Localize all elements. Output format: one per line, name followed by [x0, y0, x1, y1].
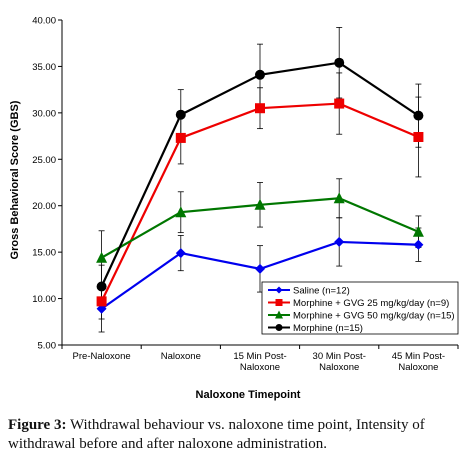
- x-tick-label-line: 15 Min Post-: [233, 351, 286, 362]
- series-1-point: [175, 248, 186, 259]
- legend-item-3-marker: [275, 310, 283, 319]
- x-tick-label-line: Naloxone: [240, 362, 280, 373]
- legend-box: [261, 281, 459, 335]
- y-tick-label: 20.00: [32, 201, 56, 212]
- legend-item-3-label: Morphine + GVG 50 mg/kg/day (n=15): [293, 310, 455, 321]
- x-tick-label-line: Naloxone: [398, 362, 438, 373]
- y-axis-title: Gross Behavioral Score (GBS): [9, 100, 21, 259]
- series-2-point: [413, 132, 424, 142]
- legend-item-1-label: Saline (n=12): [293, 285, 350, 296]
- x-tick-label-line: Pre-Naloxone: [73, 351, 131, 362]
- chart: 5.00 10.00 15.00 20.00 25.00 30.00 35.00 40.00 P…: [9, 16, 459, 401]
- caption-label: Figure 3:: [8, 417, 67, 433]
- series-4-point: [334, 57, 345, 68]
- series-4-point: [96, 281, 107, 292]
- series-3-point: [333, 192, 345, 204]
- x-tick-label: Pre-Naloxone: [73, 351, 131, 362]
- series-2-point: [175, 132, 186, 143]
- x-tick-label-line: Naloxone: [161, 351, 201, 362]
- series-2-point: [255, 103, 265, 114]
- y-tick-label: 30.00: [32, 108, 56, 119]
- y-tick-label: 25.00: [32, 155, 56, 166]
- series-1-point: [255, 263, 265, 274]
- caption-text: Withdrawal behaviour vs. naloxone time p…: [8, 417, 425, 452]
- legend-item-1-marker: [275, 286, 283, 294]
- series-3-point: [175, 206, 187, 218]
- series-3-point: [96, 251, 108, 263]
- x-tick-label: 15 Min Post-Naloxone: [233, 351, 286, 373]
- legend-item-4-marker: [275, 324, 283, 331]
- y-tick-label: 5.00: [38, 341, 57, 352]
- y-tick-label: 10.00: [32, 294, 56, 305]
- series-2-point: [96, 296, 107, 307]
- x-tick-label-line: Naloxone: [319, 362, 359, 373]
- series-4-point: [255, 69, 265, 80]
- x-tick-label-line: 30 Min Post-: [313, 351, 366, 362]
- series-4-point: [175, 109, 186, 120]
- series-3-point: [254, 198, 266, 210]
- series-markers: [96, 57, 424, 314]
- y-tick-label: 35.00: [32, 62, 56, 73]
- legend-item-4-label: Morphine (n=15): [293, 323, 363, 334]
- axes: 5.00 10.00 15.00 20.00 25.00 30.00 35.00 40.00 P…: [32, 16, 459, 373]
- series-1-point: [413, 239, 424, 250]
- x-tick-label: Naloxone: [161, 351, 201, 362]
- y-tick-label: 15.00: [32, 248, 56, 259]
- figure-caption: Figure 3: Withdrawal behaviour vs. nalox…: [8, 416, 470, 454]
- series-3-point: [412, 225, 424, 237]
- x-tick-label: 45 Min Post-Naloxone: [392, 351, 445, 373]
- x-axis-title: Naloxone Timepoint: [196, 389, 301, 401]
- x-tick-label: 30 Min Post-Naloxone: [313, 351, 366, 373]
- x-tick-label-line: 45 Min Post-: [392, 351, 445, 362]
- y-tick-label: 40.00: [32, 16, 56, 27]
- series-4-point: [413, 110, 424, 121]
- series-2-point: [334, 98, 345, 109]
- legend-item-2-marker: [275, 299, 283, 306]
- series-1-point: [334, 236, 345, 247]
- legend-item-2-label: Morphine + GVG 25 mg/kg/day (n=9): [293, 298, 449, 309]
- legend: Saline (n=12) Morphine + GVG 25 mg/kg/day…: [261, 281, 459, 335]
